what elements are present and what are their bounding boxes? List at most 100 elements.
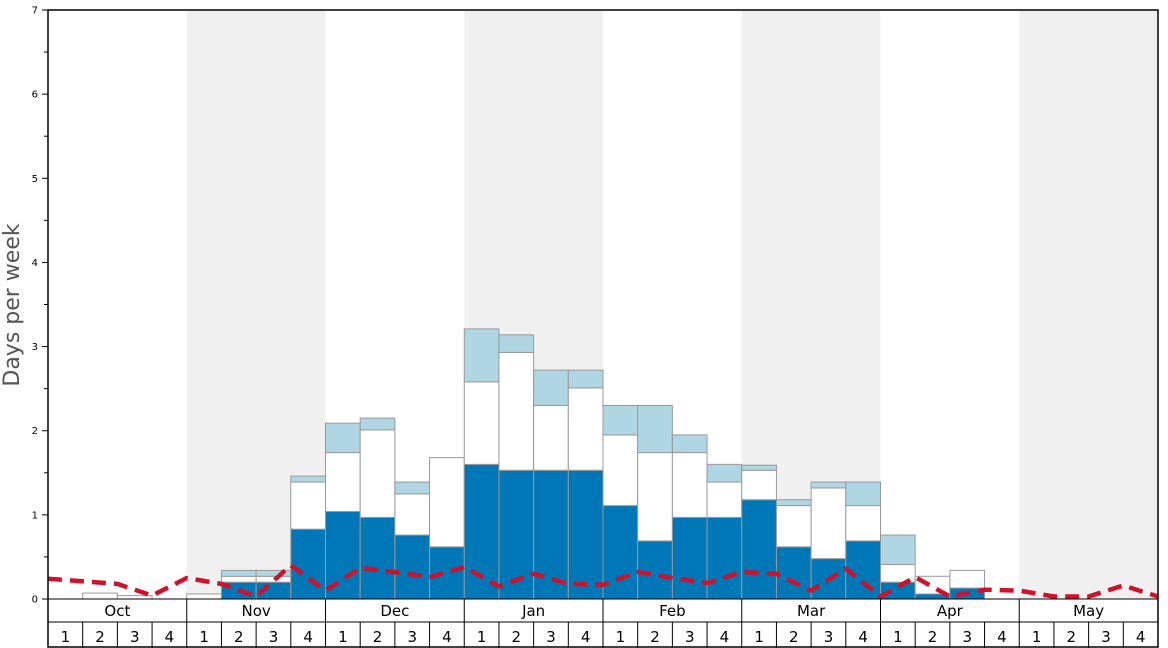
month-label-feb: Feb — [659, 602, 686, 620]
bar-segment-middle — [706, 481, 743, 518]
week-label: 4 — [303, 628, 313, 646]
bar-segment-middle — [810, 487, 847, 560]
y-tick-label: 6 — [32, 90, 38, 101]
bar-segment-middle — [637, 452, 673, 542]
bar-segment-middle — [775, 505, 812, 548]
month-shading — [186, 10, 1158, 599]
bar-segment-light — [359, 417, 396, 431]
bar-segment-dark — [741, 499, 777, 600]
week-label: 2 — [1067, 628, 1077, 646]
week-label: 1 — [477, 628, 487, 646]
week-label: 4 — [858, 628, 868, 646]
bar-segment-middle — [845, 505, 881, 542]
bar-segment-light — [463, 328, 500, 383]
week-label: 2 — [928, 628, 938, 646]
bar-segment-middle — [255, 575, 292, 583]
bar-segment-dark — [706, 516, 743, 600]
bar-segment-light — [880, 534, 916, 566]
week-label: 1 — [893, 628, 903, 646]
week-label: 4 — [720, 628, 730, 646]
month-label-nov: Nov — [241, 602, 270, 620]
bar-segment-dark — [359, 516, 396, 600]
bar-segment-dark — [394, 534, 431, 600]
bar-segment-middle — [671, 452, 708, 518]
bar-segment-light — [533, 369, 569, 406]
bar-segment-middle — [186, 593, 222, 600]
week-label: 2 — [234, 628, 244, 646]
week-label: 3 — [962, 628, 972, 646]
bar-segment-middle — [602, 434, 639, 507]
week-label: 3 — [1101, 628, 1111, 646]
week-label: 3 — [546, 628, 556, 646]
week-label: 4 — [442, 628, 452, 646]
month-label-mar: Mar — [797, 602, 826, 620]
week-label: 2 — [650, 628, 660, 646]
bar-segment-middle — [394, 493, 431, 536]
week-label: 4 — [997, 628, 1007, 646]
week-label: 1 — [61, 628, 71, 646]
bar-segment-light — [845, 481, 881, 507]
bar-segment-middle — [290, 481, 326, 530]
trend-line — [47, 563, 1159, 599]
week-label: 3 — [269, 628, 279, 646]
bar-segment-middle — [429, 457, 465, 548]
month-label-apr: Apr — [937, 602, 964, 620]
bar-segment-dark — [845, 540, 881, 600]
bar-segment-middle — [880, 564, 916, 583]
plot-frame — [47, 9, 1159, 648]
month-label-dec: Dec — [380, 602, 409, 620]
y-tick-label: 0 — [32, 595, 38, 606]
month-label-jan: Jan — [521, 602, 545, 620]
week-label: 1 — [338, 628, 348, 646]
bar-segment-middle — [498, 351, 535, 471]
y-tick-label: 4 — [32, 258, 38, 269]
week-label: 4 — [165, 628, 175, 646]
bar-segment-dark — [775, 546, 812, 600]
bar-segment-light — [810, 481, 847, 489]
bar-segment-light — [671, 434, 708, 454]
month-label-may: May — [1073, 602, 1104, 620]
y-tick-label: 3 — [32, 342, 38, 353]
bar-segment-dark — [567, 469, 604, 600]
bar-segment-dark — [533, 469, 569, 600]
bar-segment-middle — [220, 575, 257, 583]
bar-segment-light — [567, 369, 604, 389]
bar-segment-middle — [463, 381, 500, 465]
week-label: 1 — [199, 628, 209, 646]
y-axis: 0 1 2 3 4 5 6 7 — [32, 6, 48, 606]
y-tick-label: 2 — [32, 426, 38, 437]
week-label: 2 — [373, 628, 383, 646]
week-label: 3 — [130, 628, 140, 646]
bar-segment-light — [775, 499, 812, 507]
bar-segment-light — [498, 334, 535, 353]
week-label: 3 — [407, 628, 417, 646]
bar-segment-light — [325, 422, 361, 454]
month-label-oct: Oct — [104, 602, 130, 620]
y-tick-label: 1 — [32, 510, 38, 521]
month-shade-may — [1019, 10, 1158, 599]
trend-line-group — [47, 563, 1159, 599]
bar-segment-middle — [949, 569, 986, 589]
bar-segment-light — [637, 404, 673, 454]
bar-segment-dark — [290, 528, 326, 600]
week-label: 2 — [789, 628, 799, 646]
x-axis: Oct 1 2 3 4 Nov 1 2 3 4 Dec 1 2 3 4 Jan 1 2 3 4 Feb 1 2 3 4 Mar 1 2… — [48, 598, 1158, 648]
week-label: 3 — [685, 628, 695, 646]
y-tick-label: 5 — [32, 174, 38, 185]
bar-segment-middle — [533, 404, 569, 471]
y-tick-label: 7 — [32, 6, 38, 17]
bar-segment-light — [394, 481, 431, 495]
bar-segment-middle — [325, 452, 361, 512]
bars — [82, 328, 986, 600]
week-label: 1 — [616, 628, 626, 646]
week-label: 2 — [512, 628, 522, 646]
bar-segment-middle — [567, 387, 604, 471]
bar-segment-middle — [741, 469, 777, 501]
week-label: 4 — [581, 628, 591, 646]
bar-segment-dark — [671, 516, 708, 600]
bar-segment-light — [602, 404, 639, 436]
bar-segment-light — [220, 569, 257, 577]
bar-segment-light — [290, 475, 326, 483]
week-label: 4 — [1136, 628, 1146, 646]
bar-segment-middle — [359, 429, 396, 518]
